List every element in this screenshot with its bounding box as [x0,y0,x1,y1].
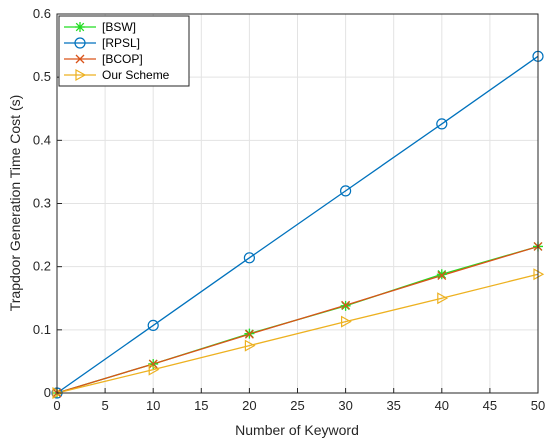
data-point [341,300,351,310]
data-point [148,359,158,369]
x-tick-label: 5 [101,398,108,413]
data-point [436,118,448,130]
data-point [437,271,447,280]
legend-marker [75,54,85,64]
legend-marker [75,68,87,82]
series-line-2 [56,245,539,394]
legend-marker [74,37,86,49]
legend-item: [BSW] [64,20,136,34]
legend-label: [BCOP] [102,52,143,66]
y-axis-label: Trapdoor Generation Time Cost (s) [7,95,23,312]
y-tick-label: 0.2 [33,259,51,274]
data-point [244,339,256,352]
x-tick-label: 25 [290,398,304,413]
y-tick-label: 0.4 [33,132,51,147]
x-tick-label: 20 [242,398,256,413]
x-tick-label: 0 [53,398,60,413]
data-point [243,252,255,264]
y-tick-label: 0.6 [33,6,51,21]
x-tick-label: 50 [531,398,545,413]
data-point [147,319,159,332]
series-line-3 [56,273,539,394]
legend-label: [BSW] [102,20,136,34]
y-tick-label: 0.3 [33,196,51,211]
x-tick-label: 45 [483,398,497,413]
data-point [341,315,352,328]
legend-item: Our Scheme [64,68,170,82]
x-axis-ticks: 0 5 10 15 20 25 30 35 40 45 50 [53,388,545,413]
data-point [244,329,254,339]
data-point [340,185,352,197]
x-tick-label: 40 [435,398,449,413]
x-axis-label: Number of Keyword [235,422,359,438]
data-point [148,363,160,376]
legend: [BSW] [RPSL] [BCOP] Our Scheme [58,15,190,87]
x-tick-label: 15 [194,398,208,413]
legend-marker [75,22,85,32]
series-line-1 [56,55,539,394]
y-tick-label: 0.5 [33,69,51,84]
x-tick-label: 30 [338,398,352,413]
data-point [437,292,449,305]
x-tick-label: 10 [146,398,160,413]
x-tick-label: 35 [386,398,400,413]
legend-item: [RPSL] [64,36,140,50]
series-lines [56,55,539,394]
legend-label: [RPSL] [102,36,140,50]
legend-item: [BCOP] [64,52,143,66]
y-axis-ticks: 0 0.1 0.2 0.3 0.4 0.5 0.6 [33,6,62,400]
legend-label: Our Scheme [102,68,170,82]
y-tick-label: 0.1 [33,322,51,337]
data-point [436,269,447,280]
y-tick-label: 0 [44,385,51,400]
